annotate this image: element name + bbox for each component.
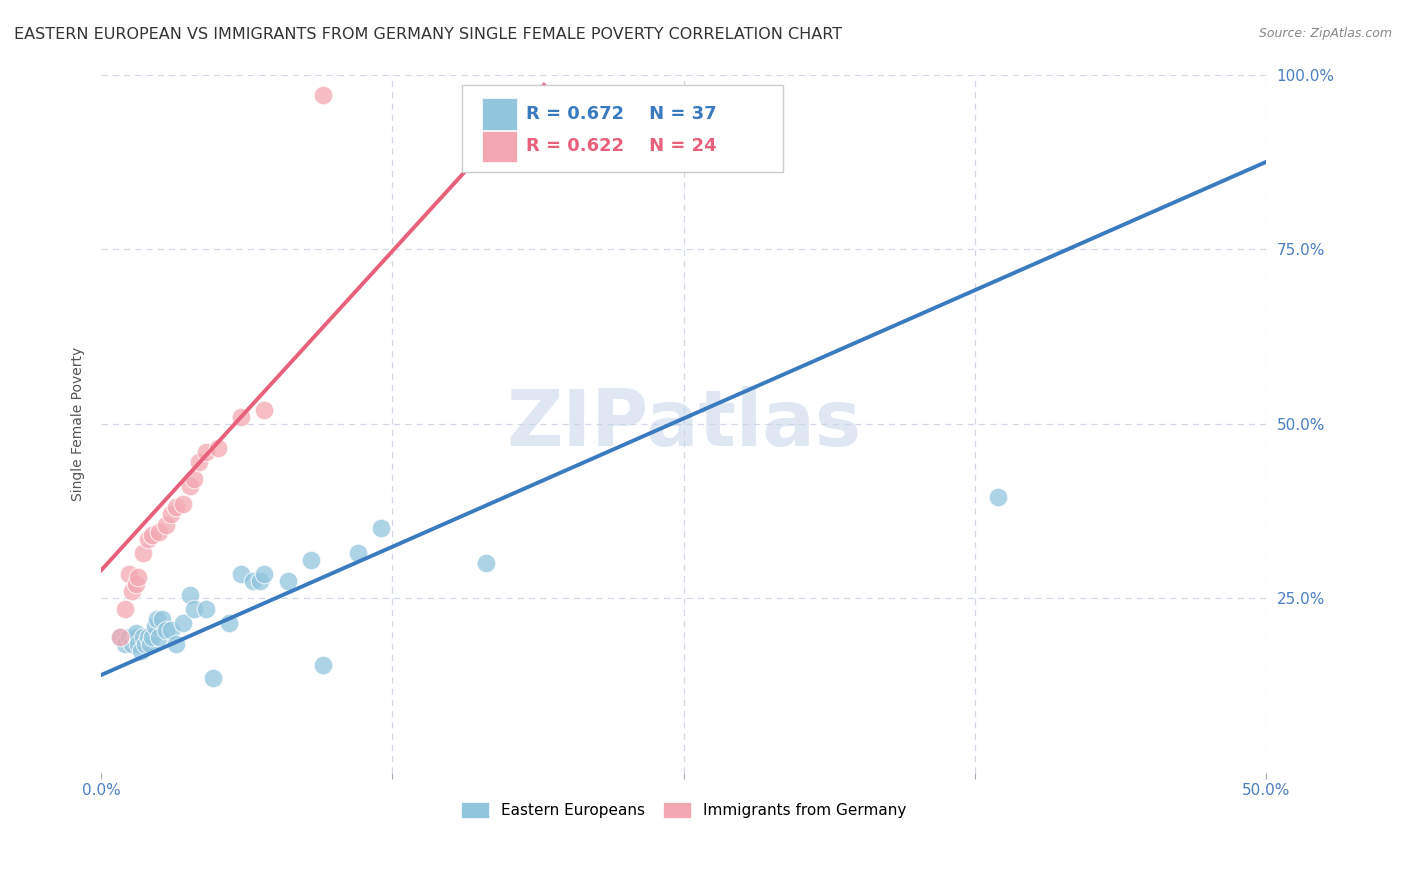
Point bbox=[346, 546, 368, 560]
Point bbox=[108, 630, 131, 644]
Point bbox=[114, 636, 136, 650]
Point bbox=[114, 601, 136, 615]
Point bbox=[370, 521, 392, 535]
Text: R = 0.672    N = 37: R = 0.672 N = 37 bbox=[526, 105, 717, 123]
Point bbox=[195, 444, 218, 458]
Point bbox=[141, 528, 163, 542]
Text: EASTERN EUROPEAN VS IMMIGRANTS FROM GERMANY SINGLE FEMALE POVERTY CORRELATION CH: EASTERN EUROPEAN VS IMMIGRANTS FROM GERM… bbox=[14, 27, 842, 42]
Point bbox=[277, 574, 299, 588]
Point bbox=[311, 88, 333, 103]
Point bbox=[229, 409, 252, 424]
Point bbox=[118, 630, 141, 644]
Text: Source: ZipAtlas.com: Source: ZipAtlas.com bbox=[1258, 27, 1392, 40]
Text: R = 0.622    N = 24: R = 0.622 N = 24 bbox=[526, 137, 717, 155]
Point bbox=[148, 630, 170, 644]
Point bbox=[242, 574, 264, 588]
Point bbox=[141, 630, 163, 644]
Point bbox=[165, 500, 187, 515]
Point bbox=[125, 577, 148, 591]
Point bbox=[146, 612, 169, 626]
Point bbox=[136, 532, 159, 546]
Point bbox=[121, 636, 143, 650]
Point bbox=[150, 612, 173, 626]
Point bbox=[132, 630, 155, 644]
Point bbox=[160, 508, 183, 522]
Point bbox=[129, 643, 152, 657]
Y-axis label: Single Female Poverty: Single Female Poverty bbox=[72, 346, 86, 500]
Point bbox=[172, 615, 194, 630]
Point bbox=[299, 553, 322, 567]
Point bbox=[136, 630, 159, 644]
Point bbox=[253, 566, 276, 581]
Point bbox=[118, 566, 141, 581]
Point bbox=[249, 574, 271, 588]
Point bbox=[155, 623, 177, 637]
Point bbox=[148, 524, 170, 539]
Point bbox=[125, 630, 148, 644]
Point bbox=[128, 570, 150, 584]
Point bbox=[125, 626, 148, 640]
Point bbox=[165, 636, 187, 650]
Point bbox=[139, 636, 162, 650]
Point bbox=[183, 473, 205, 487]
Point bbox=[108, 630, 131, 644]
Point bbox=[179, 588, 201, 602]
Bar bbox=[482, 98, 517, 130]
Point bbox=[128, 636, 150, 650]
Point bbox=[188, 455, 211, 469]
Legend: Eastern Europeans, Immigrants from Germany: Eastern Europeans, Immigrants from Germa… bbox=[456, 796, 912, 824]
Point bbox=[987, 490, 1010, 504]
Point bbox=[202, 672, 225, 686]
Point bbox=[218, 615, 240, 630]
Point bbox=[143, 619, 166, 633]
Point bbox=[463, 88, 485, 103]
Point bbox=[195, 601, 218, 615]
Point bbox=[172, 497, 194, 511]
Bar bbox=[482, 130, 517, 162]
Point bbox=[121, 584, 143, 599]
Point bbox=[637, 88, 659, 103]
Point bbox=[311, 657, 333, 672]
Point bbox=[160, 623, 183, 637]
Point bbox=[134, 636, 156, 650]
FancyBboxPatch shape bbox=[463, 85, 783, 172]
Point bbox=[253, 402, 276, 417]
Point bbox=[155, 517, 177, 532]
Point bbox=[207, 441, 229, 455]
Point bbox=[179, 479, 201, 493]
Text: ZIPatlas: ZIPatlas bbox=[506, 385, 862, 462]
Point bbox=[229, 566, 252, 581]
Point bbox=[183, 601, 205, 615]
Point bbox=[474, 556, 496, 570]
Point bbox=[132, 546, 155, 560]
